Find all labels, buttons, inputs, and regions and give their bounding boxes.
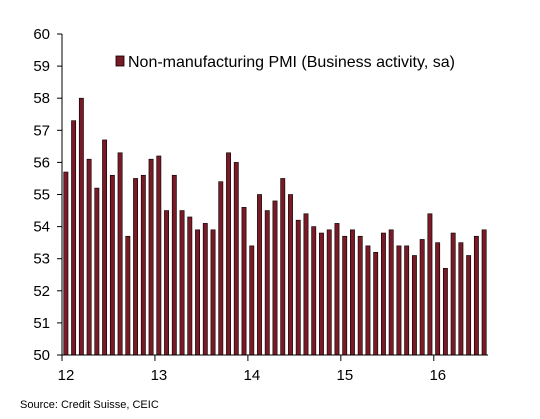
bar <box>241 207 247 356</box>
bar <box>109 174 115 356</box>
bar <box>365 245 371 356</box>
y-tick-label: 55 <box>33 187 50 204</box>
bar <box>388 229 394 356</box>
y-axis: 50 51 52 53 54 55 56 57 58 59 60 <box>33 26 63 364</box>
bar <box>63 171 69 356</box>
bar <box>373 251 379 356</box>
bar <box>202 223 208 356</box>
bar <box>404 245 410 356</box>
y-tick-label: 57 <box>33 122 50 139</box>
bars-group <box>63 97 487 356</box>
x-axis: 12 13 14 15 16 <box>58 354 488 384</box>
y-tick-label: 59 <box>33 58 50 75</box>
bar <box>350 229 355 356</box>
bar <box>334 223 340 356</box>
x-tick-label: 15 <box>336 367 353 384</box>
bar <box>102 139 108 356</box>
bar <box>117 152 123 356</box>
bar <box>272 200 278 356</box>
bar <box>233 162 239 356</box>
x-tick-label: 12 <box>58 367 75 384</box>
bar <box>94 187 100 356</box>
x-tick-label: 14 <box>244 367 261 384</box>
bar <box>419 239 425 356</box>
bar <box>466 255 472 356</box>
y-tick-label: 56 <box>33 154 50 171</box>
bar <box>427 213 433 356</box>
bar <box>481 229 487 356</box>
bar <box>86 158 92 356</box>
bar <box>226 152 231 356</box>
bar <box>442 268 448 356</box>
bar <box>148 158 154 356</box>
y-tick-label: 53 <box>33 251 50 268</box>
bar <box>280 178 286 356</box>
bar <box>288 194 293 356</box>
bar <box>125 235 131 356</box>
bar <box>140 174 146 356</box>
y-tick-label: 52 <box>33 283 50 300</box>
bar <box>396 245 402 356</box>
bar <box>342 235 348 356</box>
y-tick-label: 60 <box>33 26 50 43</box>
bar <box>450 232 456 356</box>
x-tick-label: 16 <box>429 367 446 384</box>
bar <box>195 229 200 356</box>
bar <box>473 235 479 356</box>
bar <box>319 232 324 356</box>
y-tick-label: 58 <box>33 90 50 107</box>
legend: Non-manufacturing PMI (Business activity… <box>115 54 455 71</box>
bar <box>295 219 301 356</box>
bar <box>156 155 162 356</box>
bar <box>164 210 169 356</box>
bar <box>458 242 464 356</box>
bar <box>71 120 77 356</box>
bar <box>218 181 224 356</box>
source-note: Source: Credit Suisse, CEIC <box>20 399 159 411</box>
legend-swatch <box>115 55 125 67</box>
bar <box>210 229 216 356</box>
bar <box>249 245 255 356</box>
legend-label: Non-manufacturing PMI (Business activity… <box>128 54 455 71</box>
bar <box>303 213 309 356</box>
bar <box>171 174 177 356</box>
y-tick-label: 50 <box>33 347 50 364</box>
bar <box>381 232 386 356</box>
bar <box>435 242 441 356</box>
bar <box>133 178 139 356</box>
x-tick-label: 13 <box>151 367 168 384</box>
bar <box>264 210 270 356</box>
bar <box>326 229 332 356</box>
y-tick-label: 54 <box>33 219 50 236</box>
bar <box>411 255 417 356</box>
bar <box>357 235 363 356</box>
bar <box>179 210 185 356</box>
bar <box>78 97 84 356</box>
y-tick-label: 51 <box>33 315 50 332</box>
bar <box>187 216 193 356</box>
bar <box>257 194 262 356</box>
bar <box>311 226 317 356</box>
